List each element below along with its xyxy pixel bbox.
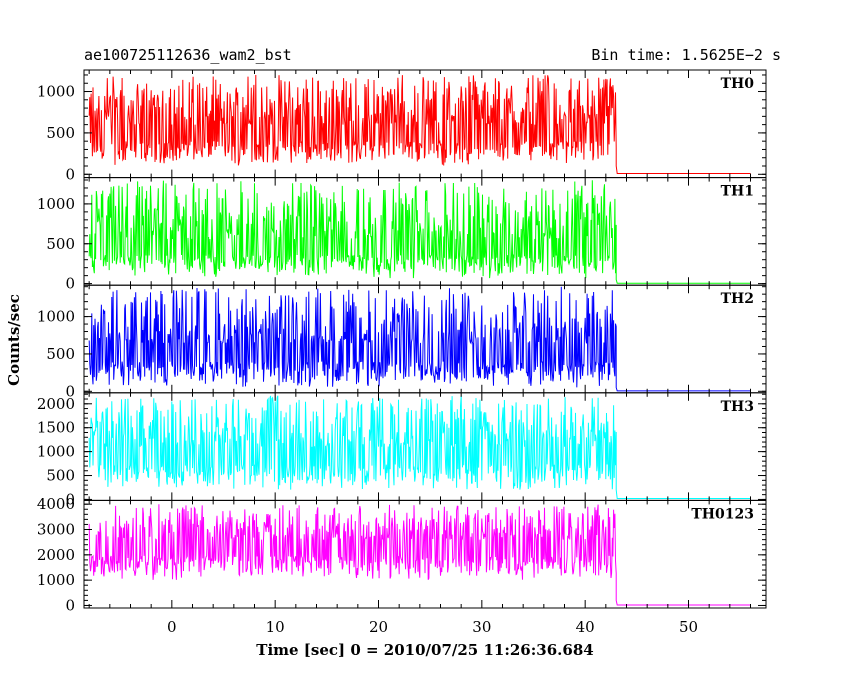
- y-axis-label: Counts/sec: [5, 294, 23, 386]
- series-line-th1: [88, 180, 751, 284]
- panel-th2: 0 500 1000 TH2: [37, 284, 767, 400]
- x-tick-label: 40: [576, 618, 595, 636]
- y-tick-label: 0: [65, 596, 75, 614]
- y-tick-label: 1000: [37, 308, 75, 326]
- x-tick-label: 20: [369, 618, 388, 636]
- y-tick-label: 4000: [37, 495, 75, 513]
- y-tick-label: 1000: [37, 83, 75, 101]
- x-tick-label: 0: [167, 618, 177, 636]
- panel-label: TH3: [721, 399, 754, 415]
- y-tick-label: 1000: [37, 443, 75, 461]
- panel-frame: [83, 499, 767, 609]
- y-tick-label: 2000: [37, 546, 75, 564]
- series-line-th0: [88, 74, 751, 174]
- panel-label: TH0: [721, 76, 755, 92]
- y-tick-label: 1000: [37, 195, 75, 213]
- y-tick-label: 1500: [37, 419, 75, 437]
- panel-th3: 0 500 1000 1500 2000 TH3: [37, 392, 767, 508]
- series-line-th0123: [88, 504, 751, 606]
- y-tick-label: 2000: [37, 395, 75, 413]
- y-tick-label: 0: [65, 490, 75, 508]
- y-tick-label: 0: [65, 382, 75, 400]
- x-tick-label: 30: [472, 618, 491, 636]
- y-tick-label: 3000: [37, 521, 75, 539]
- series-line-th2: [88, 286, 751, 392]
- panel-label: TH1: [721, 184, 754, 200]
- panel-th0: 0 500 1000 TH0: [37, 69, 767, 183]
- y-tick-label: 500: [46, 467, 75, 485]
- y-tick-label: 500: [46, 345, 75, 363]
- series-line-th3: [88, 395, 751, 499]
- x-tick-label: 10: [266, 618, 285, 636]
- x-axis-label: Time [sec] 0 = 2010/07/25 11:26:36.684: [256, 641, 593, 659]
- x-tick-label: 50: [679, 618, 698, 636]
- y-tick-label: 0: [65, 275, 75, 293]
- bin-time-label: Bin time: 1.5625E−2 s: [591, 46, 781, 64]
- y-tick-label: 500: [46, 124, 75, 142]
- y-tick-label: 0: [65, 165, 75, 183]
- y-tick-label: 1000: [37, 571, 75, 589]
- chart-title: ae100725112636_wam2_bst: [84, 46, 292, 64]
- y-tick-label: 500: [46, 235, 75, 253]
- panel-label: TH0123: [691, 506, 754, 522]
- panel-th1: 0 500 1000 TH1: [37, 177, 767, 293]
- panel-label: TH2: [721, 291, 754, 307]
- panel-th0123: 0 1000 2000 3000 4000 TH0123: [37, 495, 767, 614]
